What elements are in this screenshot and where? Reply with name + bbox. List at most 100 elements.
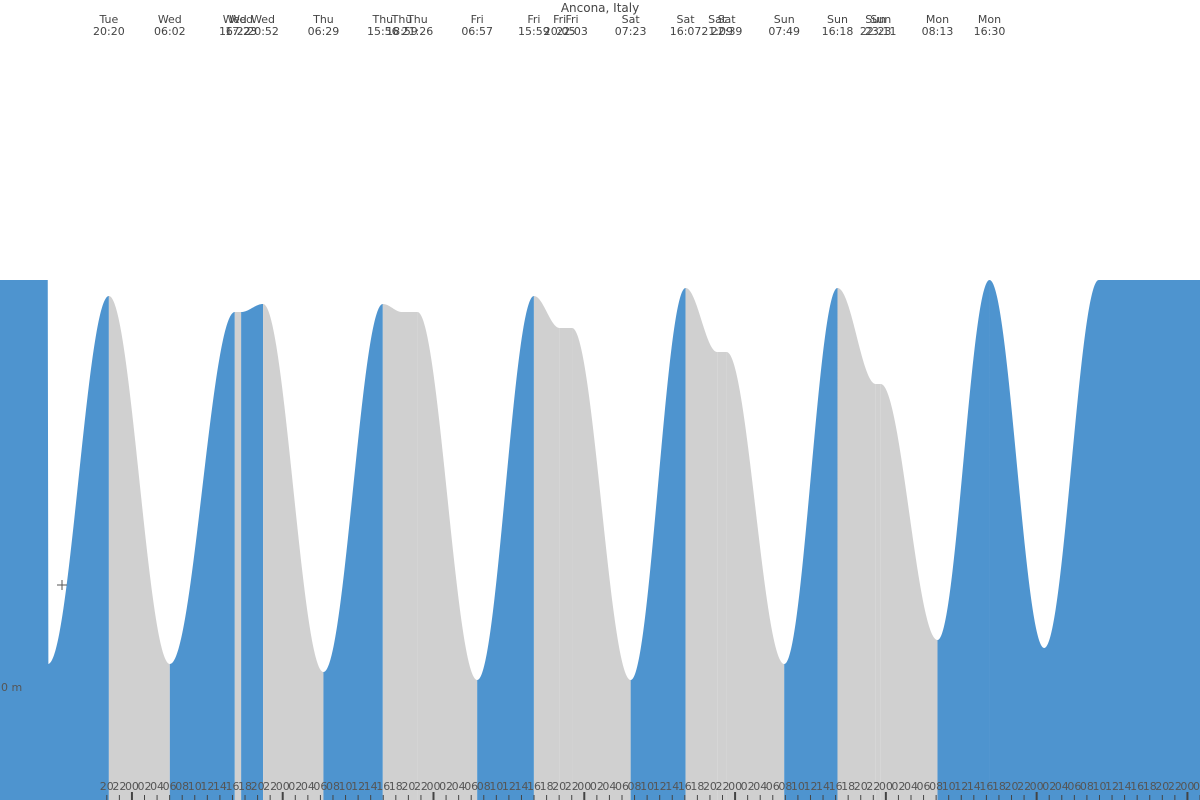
event-day: Thu — [391, 13, 413, 26]
hour-tick-label: 14 — [816, 780, 830, 793]
hour-tick-label: 02 — [1193, 780, 1200, 793]
hour-tick-label: 04 — [1055, 780, 1069, 793]
event-time: 06:57 — [461, 25, 493, 38]
hour-tick-label: 08 — [778, 780, 792, 793]
hour-tick-label: 22 — [112, 780, 126, 793]
event-day: Sun — [827, 13, 848, 26]
hour-tick-label: 16 — [829, 780, 843, 793]
hour-tick-label: 00 — [1030, 780, 1044, 793]
falling-tide-area — [382, 304, 402, 800]
event-day: Sun — [865, 13, 886, 26]
hour-tick-label: 06 — [163, 780, 177, 793]
hour-tick-label: 00 — [427, 780, 441, 793]
falling-tide-area — [572, 328, 631, 800]
rising-tide-area — [784, 288, 838, 800]
hour-tick-label: 00 — [879, 780, 893, 793]
hour-tick-label: 08 — [929, 780, 943, 793]
hour-tick-label: 04 — [753, 780, 767, 793]
event-labels: Tue20:20Wed06:02Wed16:22Wed17:23Wed20:52… — [93, 13, 1005, 38]
tide-areas — [0, 280, 1200, 800]
falling-tide-area — [533, 296, 560, 800]
hour-tick-label: 20 — [401, 780, 415, 793]
event-day: Mon — [978, 13, 1001, 26]
hour-tick-label: 18 — [238, 780, 252, 793]
hour-tick-label: 02 — [741, 780, 755, 793]
hour-tick-label: 08 — [1080, 780, 1094, 793]
hour-tick-label: 22 — [1168, 780, 1182, 793]
hour-tick-label: 02 — [138, 780, 152, 793]
hour-tick-label: 14 — [665, 780, 679, 793]
hour-tick-label: 02 — [1042, 780, 1056, 793]
hour-tick-label: 18 — [1143, 780, 1157, 793]
event-time: 20:20 — [93, 25, 125, 38]
event-time: 20:52 — [247, 25, 279, 38]
hour-tick-label: 06 — [917, 780, 931, 793]
hour-tick-label: 12 — [200, 780, 214, 793]
falling-tide-area — [417, 312, 478, 800]
hour-tick-label: 00 — [1180, 780, 1194, 793]
rising-tide-area — [630, 288, 686, 800]
hour-tick-label: 12 — [954, 780, 968, 793]
hour-tick-label: 16 — [979, 780, 993, 793]
rising-tide-area — [169, 312, 235, 800]
hour-tick-label: 06 — [1067, 780, 1081, 793]
event-time: 21:09 — [701, 25, 733, 38]
hour-tick-label: 02 — [439, 780, 453, 793]
event-day: Thu — [406, 13, 428, 26]
falling-tide-area — [234, 312, 242, 800]
hour-tick-label: 08 — [326, 780, 340, 793]
event-day: Sat — [718, 13, 737, 26]
hour-tick-label: 10 — [489, 780, 503, 793]
hour-tick-label: 14 — [213, 780, 227, 793]
event-day: Thu — [371, 13, 393, 26]
hour-tick-label: 06 — [464, 780, 478, 793]
hour-tick-label: 18 — [992, 780, 1006, 793]
falling-tide-area — [717, 352, 727, 800]
hour-tick-label: 14 — [364, 780, 378, 793]
event-time: 16:07 — [670, 25, 702, 38]
falling-tide-area — [726, 352, 785, 800]
event-day: Fri — [565, 13, 578, 26]
hour-tick-label: 10 — [942, 780, 956, 793]
hour-tick-label: 14 — [1118, 780, 1132, 793]
hour-tick-label: 04 — [452, 780, 466, 793]
hour-tick-label: 12 — [502, 780, 516, 793]
hour-tick-label: 04 — [301, 780, 315, 793]
crosshair-cursor — [57, 580, 67, 590]
hour-tick-label: 00 — [276, 780, 290, 793]
chart-title: Ancona, Italy — [561, 1, 639, 15]
hour-tick-label: 22 — [716, 780, 730, 793]
hour-tick-label: 14 — [514, 780, 528, 793]
hour-tick-label: 04 — [904, 780, 918, 793]
rising-tide-area — [937, 280, 990, 800]
falling-tide-area — [401, 312, 418, 800]
event-day: Fri — [471, 13, 484, 26]
event-day: Sat — [622, 13, 641, 26]
hour-tick-label: 14 — [967, 780, 981, 793]
hour-tick-label: 16 — [1130, 780, 1144, 793]
event-day: Fri — [527, 13, 540, 26]
event-time: 16:18 — [822, 25, 854, 38]
event-day: Wed — [158, 13, 182, 26]
hour-tick-label: 04 — [602, 780, 616, 793]
event-time: 06:02 — [154, 25, 186, 38]
hour-tick-label: 16 — [678, 780, 692, 793]
event-time: 08:13 — [922, 25, 954, 38]
hour-tick-label: 10 — [791, 780, 805, 793]
hour-tick-label: 10 — [188, 780, 202, 793]
event-day: Sun — [774, 13, 795, 26]
event-time: 16:22 — [219, 25, 251, 38]
hour-tick-label: 20 — [1005, 780, 1019, 793]
